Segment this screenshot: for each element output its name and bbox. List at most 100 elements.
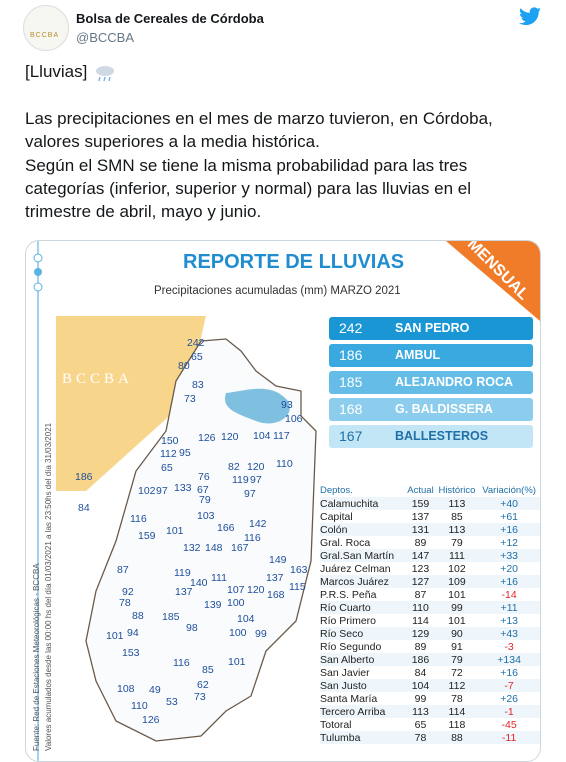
map-value: 111 bbox=[211, 572, 227, 584]
table-header: Histórico bbox=[438, 485, 476, 496]
map-value: 78 bbox=[119, 597, 131, 609]
map-value: 139 bbox=[204, 599, 222, 611]
map-value: 108 bbox=[117, 683, 135, 695]
infographic[interactable]: MENSUAL BCCBA REPORTE DE LLUVIAS Precipi… bbox=[25, 240, 541, 762]
map-value: 83 bbox=[192, 379, 204, 391]
map-value: 87 bbox=[117, 564, 129, 576]
tweet-line: Según el SMN se tiene la misma probabili… bbox=[25, 156, 468, 175]
table-cell: 159 bbox=[411, 497, 430, 510]
avatar[interactable]: BCCBA bbox=[23, 5, 69, 51]
account-name[interactable]: Bolsa de Cereales de Córdoba bbox=[76, 11, 264, 26]
table-cell: 72 bbox=[451, 666, 463, 679]
table-cell: +16 bbox=[500, 523, 518, 536]
table-cell: +43 bbox=[500, 627, 518, 640]
table-cell: 99 bbox=[414, 692, 427, 705]
table-cell: +12 bbox=[500, 536, 518, 549]
table-cell: +40 bbox=[500, 497, 518, 510]
table-cell: Tercero Arriba bbox=[320, 705, 386, 718]
table-cell: Tulumba bbox=[320, 731, 361, 744]
table-cell: 104 bbox=[411, 679, 430, 692]
table-cell: -45 bbox=[501, 718, 517, 731]
map-value: 126 bbox=[198, 432, 216, 444]
table-cell: Capital bbox=[320, 510, 353, 523]
table-cell: 85 bbox=[451, 510, 463, 523]
table-cell: 123 bbox=[411, 562, 430, 575]
table-cell: 102 bbox=[448, 562, 466, 575]
map-value: 116 bbox=[244, 532, 261, 544]
map-value: 163 bbox=[290, 564, 308, 576]
map-value: 106 bbox=[285, 413, 303, 425]
table-cell: 91 bbox=[451, 640, 463, 653]
table-cell: 137 bbox=[411, 510, 430, 523]
table-cell: 118 bbox=[448, 718, 466, 731]
map-value: 101 bbox=[106, 630, 124, 642]
table-header: Deptos. bbox=[320, 485, 353, 496]
map-value: 67 bbox=[197, 484, 209, 496]
twitter-logo[interactable] bbox=[518, 7, 542, 27]
table-cell: Río Segundo bbox=[320, 640, 382, 653]
table-cell: -14 bbox=[501, 588, 517, 601]
table-cell: 113 bbox=[448, 497, 466, 510]
table-cell: 78 bbox=[414, 731, 427, 744]
ranking-name: SAN PEDRO bbox=[395, 321, 470, 335]
table-cell: Río Seco bbox=[320, 627, 364, 640]
table-cell: -3 bbox=[504, 640, 514, 653]
tweet-line: Las precipitaciones en el mes de marzo t… bbox=[25, 109, 493, 128]
map-value: 76 bbox=[198, 471, 210, 483]
map-value: 116 bbox=[173, 657, 190, 669]
map-value: 94 bbox=[127, 627, 139, 639]
map-value: 103 bbox=[197, 510, 215, 522]
map-value: 62 bbox=[197, 679, 209, 691]
map-value: 101 bbox=[166, 525, 184, 537]
table-cell: 127 bbox=[411, 575, 430, 588]
map-value: 84 bbox=[78, 502, 90, 514]
table-cell: Juárez Celman bbox=[320, 562, 391, 575]
tweet-line: categorías (inferior, superior y normal)… bbox=[25, 179, 471, 198]
map-value: 97 bbox=[156, 485, 168, 497]
logo-text: BCCBA bbox=[62, 371, 133, 387]
map-value: 166 bbox=[217, 522, 235, 534]
map-value: 115 bbox=[289, 581, 306, 593]
ranking-value: 186 bbox=[339, 347, 363, 363]
table-cell: +11 bbox=[500, 601, 518, 614]
table-row: Calamuchita 159 113 +40 bbox=[320, 497, 540, 510]
table-cell: -11 bbox=[501, 731, 517, 744]
map-value: 153 bbox=[122, 647, 140, 659]
ranking-value: 167 bbox=[339, 428, 363, 444]
table-cell: 89 bbox=[414, 640, 427, 653]
map-value: 92 bbox=[122, 586, 134, 598]
table-row: Santa María 99 78 +26 bbox=[320, 692, 540, 705]
table-cell: 110 bbox=[412, 601, 429, 614]
account-handle[interactable]: @BCCBA bbox=[76, 30, 134, 45]
table-cell: P.R.S. Peña bbox=[320, 588, 377, 601]
map-value: 100 bbox=[227, 597, 245, 609]
table-row: Juárez Celman 123 102 +20 bbox=[320, 562, 540, 575]
map-value: 79 bbox=[199, 494, 211, 506]
table-cell: San Alberto bbox=[320, 653, 375, 666]
ranking-row: 186 AMBUL bbox=[329, 344, 533, 367]
tweet-line: trimestre de abril, mayo y junio. bbox=[25, 202, 262, 221]
period: Valores acumulados desde las 00:00 hs de… bbox=[44, 422, 53, 751]
map-value: 120 bbox=[221, 431, 239, 443]
ranking-row: 185 ALEJANDRO ROCA bbox=[329, 371, 533, 394]
table-cell: 79 bbox=[451, 536, 463, 549]
map-value: 186 bbox=[75, 471, 93, 483]
table-cell: 99 bbox=[451, 601, 463, 614]
table-cell: 114 bbox=[448, 705, 466, 718]
map-value: 117 bbox=[273, 430, 290, 442]
table-row: San Javier 84 72 +16 bbox=[320, 666, 540, 679]
map-value: 119 bbox=[232, 474, 249, 486]
tweet-line: valores superiores a la media histórica. bbox=[25, 132, 320, 151]
map-value: 120 bbox=[247, 461, 265, 473]
table-row: Tercero Arriba 113 114 -1 bbox=[320, 705, 540, 718]
map-value: 99 bbox=[255, 628, 267, 640]
table-cell: 90 bbox=[451, 627, 463, 640]
ranking-value: 168 bbox=[339, 401, 363, 417]
ranking-row: 167 BALLESTEROS bbox=[329, 425, 533, 448]
ranking-name: BALLESTEROS bbox=[395, 429, 489, 443]
table-cell: 79 bbox=[451, 653, 463, 666]
tweet-line: [Lluvias] bbox=[25, 62, 88, 81]
avatar-text: BCCBA bbox=[30, 32, 60, 39]
map-value: 65 bbox=[161, 462, 173, 474]
table-cell: 88 bbox=[451, 731, 463, 744]
